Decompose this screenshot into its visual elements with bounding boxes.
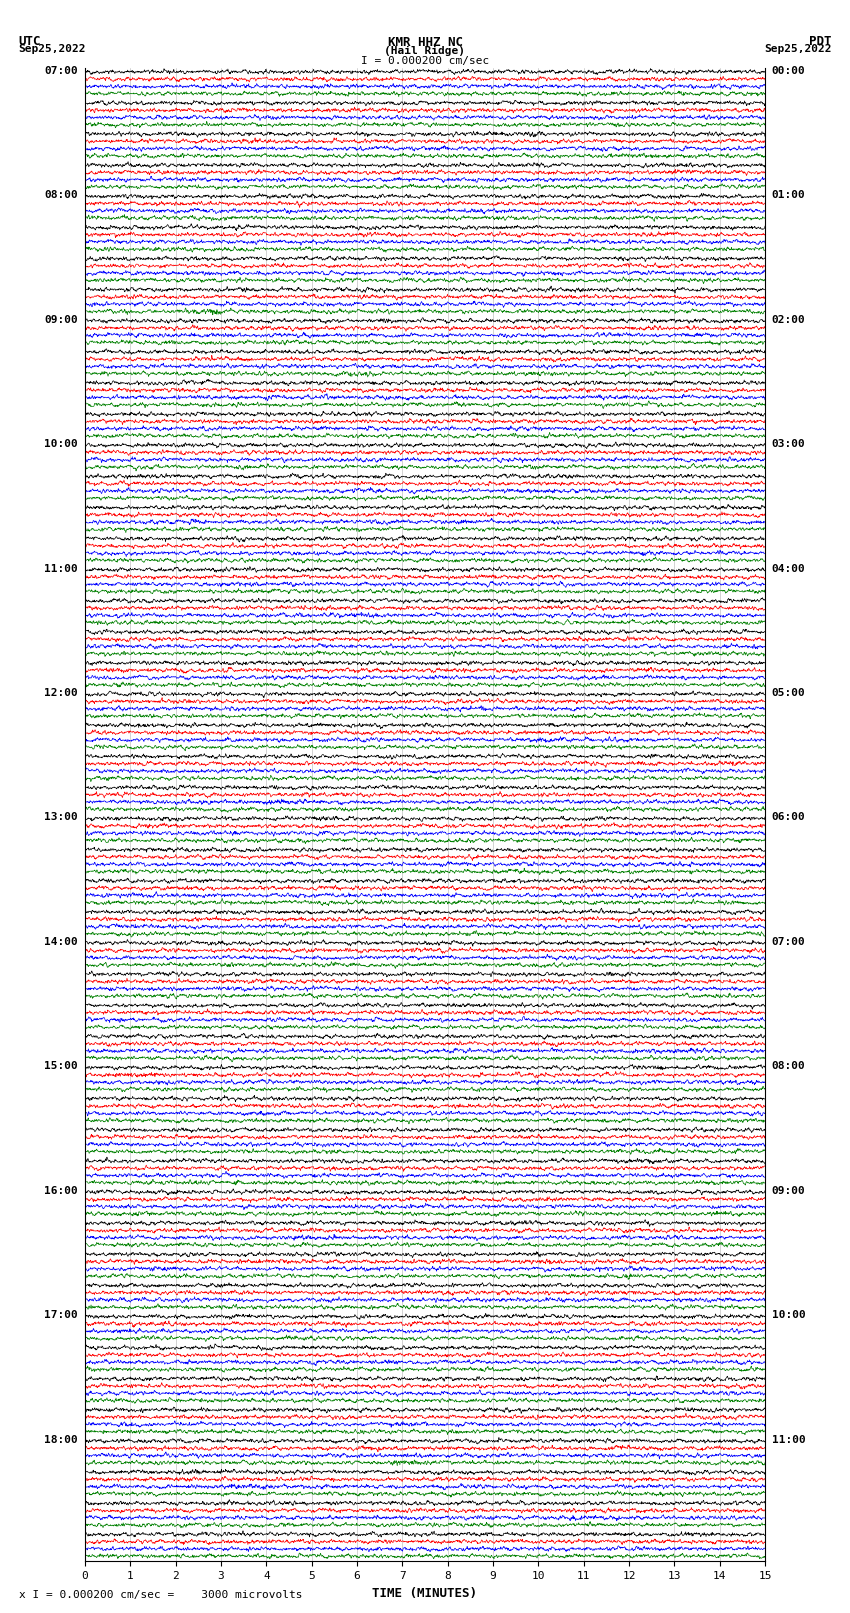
- Text: 11:00: 11:00: [44, 563, 78, 574]
- Text: Sep25,2022: Sep25,2022: [764, 44, 831, 53]
- Text: PDT: PDT: [809, 35, 831, 48]
- Text: 12:00: 12:00: [44, 689, 78, 698]
- Text: 03:00: 03:00: [772, 439, 806, 448]
- Text: UTC: UTC: [19, 35, 41, 48]
- Text: I = 0.000200 cm/sec: I = 0.000200 cm/sec: [361, 56, 489, 66]
- Text: 10:00: 10:00: [44, 439, 78, 448]
- Text: 10:00: 10:00: [772, 1310, 806, 1321]
- Text: 02:00: 02:00: [772, 315, 806, 324]
- Text: 16:00: 16:00: [44, 1186, 78, 1195]
- Text: (Hail Ridge): (Hail Ridge): [384, 45, 466, 56]
- Text: 07:00: 07:00: [772, 937, 806, 947]
- Text: 07:00: 07:00: [44, 66, 78, 76]
- Text: 06:00: 06:00: [772, 813, 806, 823]
- Text: Sep25,2022: Sep25,2022: [19, 44, 86, 53]
- Text: 09:00: 09:00: [44, 315, 78, 324]
- Text: KMR HHZ NC: KMR HHZ NC: [388, 37, 462, 50]
- Text: 08:00: 08:00: [44, 190, 78, 200]
- Text: 04:00: 04:00: [772, 563, 806, 574]
- X-axis label: TIME (MINUTES): TIME (MINUTES): [372, 1587, 478, 1600]
- Text: 18:00: 18:00: [44, 1436, 78, 1445]
- Text: 01:00: 01:00: [772, 190, 806, 200]
- Text: 05:00: 05:00: [772, 689, 806, 698]
- Text: 14:00: 14:00: [44, 937, 78, 947]
- Text: x I = 0.000200 cm/sec =    3000 microvolts: x I = 0.000200 cm/sec = 3000 microvolts: [19, 1590, 303, 1600]
- Text: 13:00: 13:00: [44, 813, 78, 823]
- Text: 08:00: 08:00: [772, 1061, 806, 1071]
- Text: 00:00: 00:00: [772, 66, 806, 76]
- Text: 15:00: 15:00: [44, 1061, 78, 1071]
- Text: 09:00: 09:00: [772, 1186, 806, 1195]
- Text: 17:00: 17:00: [44, 1310, 78, 1321]
- Text: 11:00: 11:00: [772, 1436, 806, 1445]
